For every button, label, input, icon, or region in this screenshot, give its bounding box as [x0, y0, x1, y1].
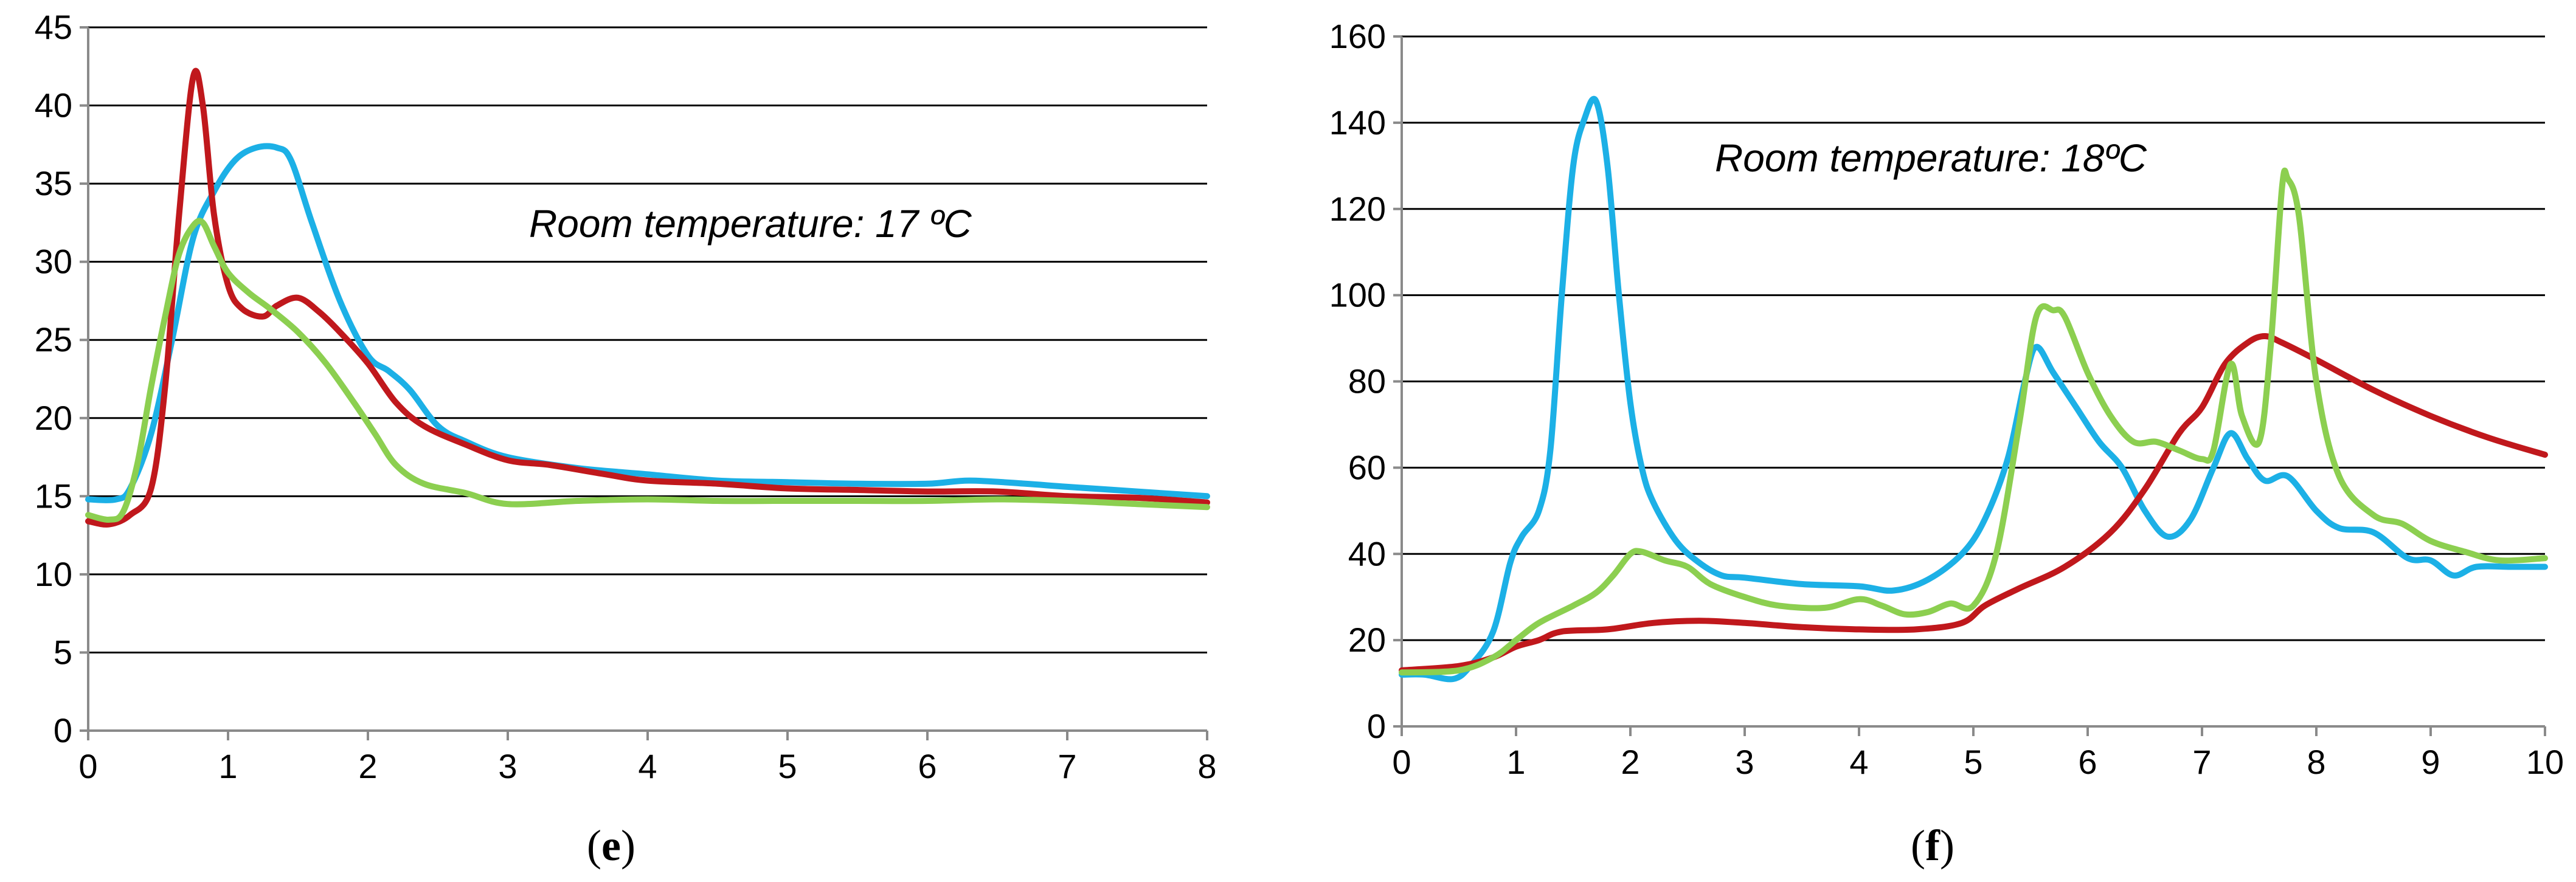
x-tick-label: 0	[78, 747, 97, 785]
annotation-text: Room temperature: 17 ºC	[529, 202, 972, 246]
axes	[1393, 35, 2546, 736]
panel-caption: (e)	[587, 821, 635, 870]
y-tick-label: 35	[35, 164, 72, 202]
x-tick-label: 6	[2078, 743, 2097, 781]
series-lines	[85, 67, 1210, 528]
y-tick-label: 0	[1367, 707, 1386, 745]
x-tick-label: 1	[1506, 743, 1525, 781]
y-tick-label: 80	[1348, 362, 1386, 401]
y-tick-label: 10	[35, 555, 72, 593]
tick-labels: 0 20 40 60 80 100 120 140 160 0 1 2 3 4 5 6 7 8 9 10	[1329, 17, 2564, 781]
panel-label: e	[601, 821, 621, 870]
series-line-green	[1399, 167, 2548, 676]
y-tick-label: 40	[35, 86, 72, 125]
panel-label: f	[1925, 821, 1941, 870]
y-tick-label: 20	[1348, 621, 1386, 659]
y-tick-label: 5	[54, 633, 72, 671]
axes	[80, 26, 1208, 740]
x-tick-label: 3	[1735, 743, 1754, 781]
x-tick-label: 2	[358, 747, 377, 785]
chart-panel-f: 0 20 40 60 80 100 120 140 160 0 1 2 3 4 5 6 7 8 9 10 Room t…	[1329, 17, 2564, 870]
series-lines	[1399, 95, 2548, 683]
y-tick-label: 30	[35, 243, 72, 281]
series-line-green	[85, 218, 1210, 523]
x-tick-label: 9	[2421, 743, 2440, 781]
x-tick-label: 5	[778, 747, 797, 785]
gridlines	[88, 26, 1207, 653]
y-tick-label: 45	[35, 8, 72, 46]
x-tick-label: 1	[218, 747, 237, 785]
x-tick-label: 4	[638, 747, 657, 785]
y-tick-label: 60	[1348, 448, 1386, 486]
series-line-red	[85, 67, 1210, 528]
y-tick-label: 160	[1329, 17, 1386, 55]
series-line-blue	[1399, 95, 2548, 683]
y-tick-label: 0	[54, 711, 72, 749]
x-tick-label: 7	[1058, 747, 1076, 785]
x-tick-label: 10	[2526, 743, 2564, 781]
y-tick-label: 15	[35, 477, 72, 515]
x-tick-label: 4	[1849, 743, 1868, 781]
panel-caption: (f)	[1911, 821, 1955, 870]
annotation-text: Room temperature: 18ºC	[1715, 136, 2147, 180]
y-tick-label: 140	[1329, 103, 1386, 142]
x-tick-label: 3	[498, 747, 517, 785]
series-line-red	[1399, 333, 2548, 674]
series-line-blue	[85, 143, 1210, 503]
gridlines	[1402, 35, 2545, 641]
y-tick-label: 20	[35, 399, 72, 437]
x-tick-label: 5	[1964, 743, 1982, 781]
y-tick-label: 25	[35, 320, 72, 359]
x-tick-label: 2	[1621, 743, 1639, 781]
y-tick-label: 100	[1329, 276, 1386, 314]
x-tick-label: 8	[1197, 747, 1216, 785]
y-tick-label: 40	[1348, 534, 1386, 573]
x-tick-label: 8	[2307, 743, 2325, 781]
y-tick-label: 120	[1329, 190, 1386, 228]
x-tick-label: 7	[2192, 743, 2211, 781]
x-tick-label: 0	[1392, 743, 1411, 781]
x-tick-label: 6	[918, 747, 937, 785]
